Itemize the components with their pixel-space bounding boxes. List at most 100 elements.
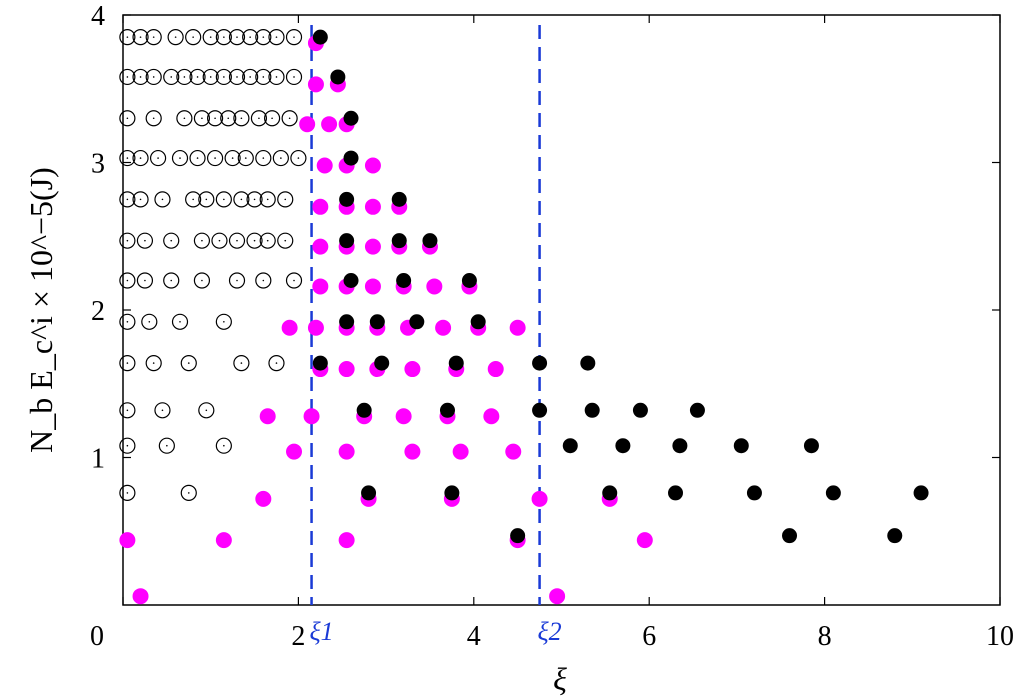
magenta-marker	[338, 361, 355, 378]
open-marker-dot	[280, 157, 282, 159]
open-marker-dot	[144, 239, 146, 242]
open-marker-dot	[209, 36, 212, 38]
open-marker	[180, 484, 197, 501]
black-marker	[409, 314, 425, 330]
magenta-marker	[549, 588, 566, 605]
magenta-marker	[215, 532, 232, 549]
open-marker	[176, 110, 193, 127]
open-marker	[145, 29, 162, 46]
open-marker-dot	[148, 321, 151, 323]
open-marker	[228, 29, 246, 46]
axis-ticks	[122, 14, 1001, 605]
open-marker	[141, 313, 158, 330]
open-marker-dot	[223, 444, 225, 447]
open-marker	[246, 232, 263, 249]
magenta-marker	[364, 278, 381, 295]
reference-line-label: ξ1	[309, 617, 333, 646]
open-marker	[171, 313, 189, 330]
open-marker-dot	[126, 444, 129, 447]
open-marker-dot	[266, 239, 269, 242]
open-marker-dot	[262, 157, 265, 159]
black-marker	[343, 110, 359, 126]
open-marker	[176, 68, 193, 86]
open-marker	[198, 402, 215, 419]
magenta-marker	[426, 278, 443, 295]
black-marker	[356, 402, 372, 418]
open-marker	[206, 149, 224, 167]
open-marker-dot	[126, 279, 129, 282]
open-marker	[224, 149, 241, 167]
open-marker	[202, 29, 219, 46]
open-marker	[290, 149, 307, 167]
open-marker-dot	[223, 36, 225, 38]
open-marker	[255, 68, 272, 86]
open-marker	[211, 232, 228, 249]
open-marker-dot	[244, 157, 247, 159]
open-marker	[119, 272, 136, 289]
open-marker	[281, 110, 298, 127]
open-marker-dot	[192, 198, 194, 201]
magenta-marker	[364, 238, 381, 255]
open-marker	[163, 272, 180, 289]
black-marker	[668, 485, 684, 501]
open-marker-dot	[126, 492, 129, 494]
open-marker-dot	[126, 157, 129, 159]
y-tick-label: 2	[91, 296, 105, 327]
magenta-marker	[364, 198, 381, 215]
magenta-marker	[509, 319, 526, 336]
open-marker-dot	[266, 198, 269, 201]
open-marker	[119, 313, 136, 330]
magenta-marker	[531, 490, 548, 507]
x-axis-label: ξ	[553, 661, 567, 697]
open-marker	[263, 110, 281, 127]
open-marker-dot	[126, 239, 129, 242]
open-marker-dot	[192, 36, 194, 38]
black-marker	[369, 314, 385, 330]
open-marker-dot	[223, 198, 225, 201]
magenta-marker	[286, 443, 303, 460]
open-marker-dot	[284, 239, 287, 242]
open-marker	[202, 68, 219, 86]
open-marker-dot	[236, 239, 238, 242]
open-marker-dot	[126, 409, 129, 412]
open-marker-dot	[262, 279, 265, 282]
black-marker	[339, 314, 355, 330]
black-marker	[422, 233, 438, 249]
open-marker-dot	[209, 76, 212, 78]
magenta-marker	[281, 319, 298, 336]
open-marker	[193, 232, 211, 249]
black-marker	[444, 485, 460, 501]
open-marker-dot	[139, 36, 142, 38]
open-marker	[119, 68, 136, 86]
open-marker-dot	[275, 76, 278, 78]
black-marker	[746, 485, 762, 501]
open-marker	[119, 437, 136, 454]
open-marker	[167, 29, 184, 46]
black-marker	[343, 273, 359, 288]
open-marker-dot	[179, 321, 181, 323]
open-marker	[255, 29, 272, 46]
open-marker-dot	[258, 117, 260, 120]
open-marker-dot	[214, 117, 216, 120]
open-marker-dot	[196, 76, 199, 78]
open-marker-dot	[187, 492, 190, 494]
magenta-marker	[307, 76, 324, 93]
black-marker	[339, 233, 355, 249]
open-marker	[268, 68, 285, 86]
open-marker-dot	[196, 157, 199, 159]
open-marker	[193, 110, 211, 127]
open-marker	[158, 437, 175, 454]
x-tick-label: 8	[818, 621, 832, 652]
black-marker	[461, 273, 477, 288]
magenta-marker	[404, 443, 421, 460]
open-marker-dot	[179, 157, 181, 159]
black-marker	[391, 191, 407, 207]
open-marker-dot	[126, 198, 129, 201]
open-marker	[185, 29, 202, 46]
open-marker	[233, 110, 250, 127]
open-marker	[215, 437, 232, 454]
black-marker	[312, 29, 328, 45]
black-marker	[312, 355, 328, 371]
open-marker-dot	[218, 239, 221, 242]
open-marker	[119, 149, 136, 167]
